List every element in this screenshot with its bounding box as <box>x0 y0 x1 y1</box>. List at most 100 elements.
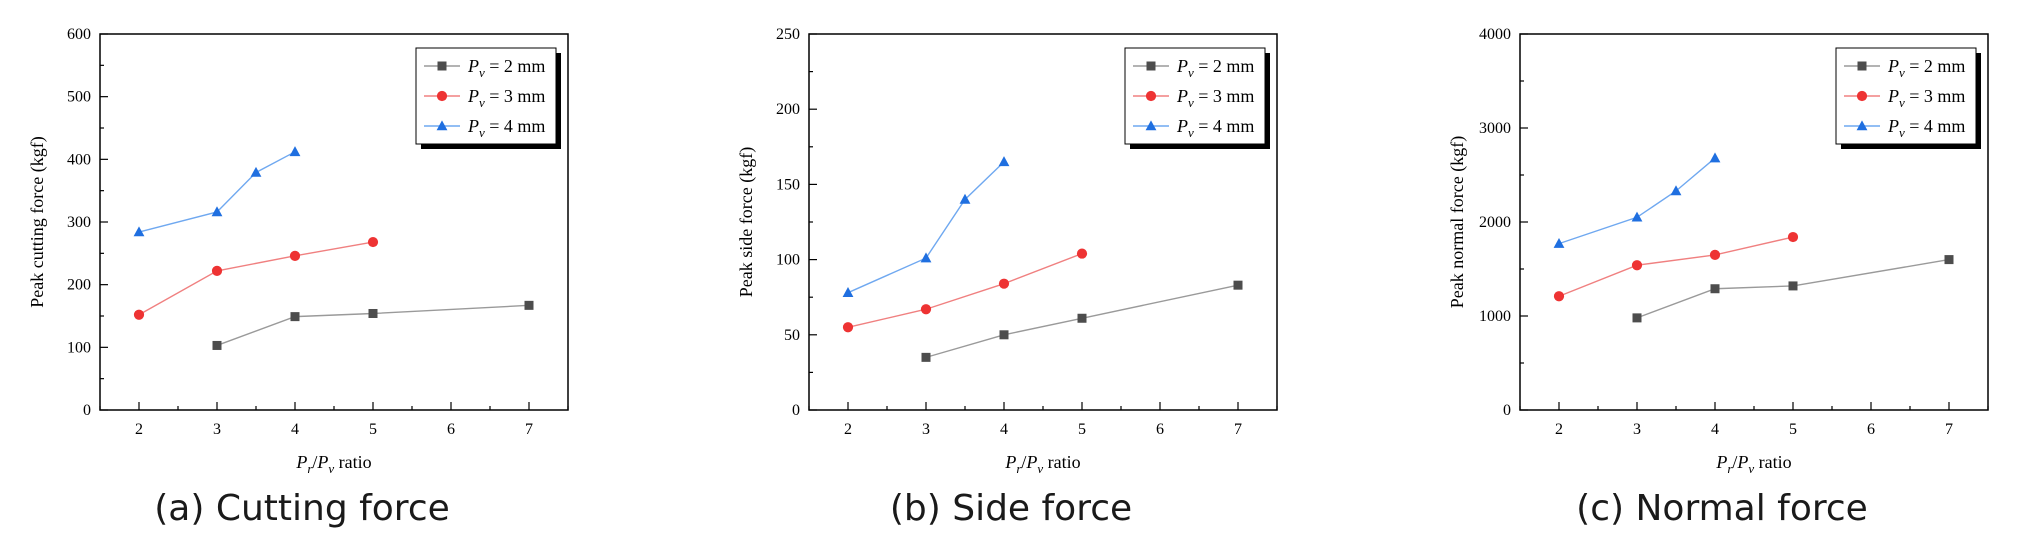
y-tick-label: 150 <box>776 176 800 193</box>
x-tick-label: 5 <box>1789 421 1797 438</box>
x-tick-label: 7 <box>1234 421 1242 438</box>
data-point <box>998 156 1010 167</box>
data-point <box>133 309 145 320</box>
y-tick-label: 0 <box>83 402 91 419</box>
data-point <box>290 312 300 322</box>
data-point <box>1076 248 1088 259</box>
data-point <box>368 308 378 318</box>
y-axis-label: Peak cutting force (kgf) <box>27 136 48 307</box>
data-point <box>211 206 223 217</box>
y-tick-label: 300 <box>67 214 91 231</box>
data-point <box>1146 61 1156 71</box>
data-point <box>1631 211 1643 222</box>
panel-caption: (a) Cutting force <box>154 488 450 529</box>
data-point <box>1553 291 1565 302</box>
data-point <box>250 166 262 177</box>
y-tick-label: 0 <box>1503 402 1511 419</box>
y-tick-label: 4000 <box>1479 26 1511 43</box>
series-3 <box>842 156 1010 297</box>
legend-label: Pv = 3 mm <box>467 86 545 110</box>
data-point <box>1709 152 1721 163</box>
y-tick-label: 250 <box>776 26 800 43</box>
series-line <box>847 161 1005 294</box>
legend-label: Pv = 4 mm <box>1887 116 1965 140</box>
legend: Pv = 2 mm Pv = 3 mm Pv = 4 mm <box>1124 47 1270 149</box>
data-point <box>1857 61 1867 71</box>
series-1 <box>921 280 1243 362</box>
x-tick-label: 7 <box>1945 421 1953 438</box>
data-point <box>1632 313 1642 323</box>
data-point <box>920 252 932 263</box>
series-line <box>925 284 1239 359</box>
y-axis-label: Peak normal force (kgf) <box>1447 136 1468 308</box>
legend-label: Pv = 2 mm <box>1887 56 1965 80</box>
legend-label: Pv = 3 mm <box>1887 86 1965 110</box>
data-point <box>1788 281 1798 291</box>
legend-item: Pv = 3 mm <box>424 86 545 110</box>
series-2 <box>1553 231 1799 302</box>
legend: Pv = 2 mm Pv = 3 mm Pv = 4 mm <box>1835 47 1981 149</box>
panel-caption: (b) Side force <box>890 488 1132 529</box>
legend-item: Pv = 3 mm <box>1844 86 1965 110</box>
x-tick-label: 5 <box>369 421 377 438</box>
chart-panel-b: 0 50 100 150 200 250 2 3 4 5 6 7 Peak side force (kg… <box>736 26 1278 529</box>
data-point <box>1077 313 1087 323</box>
data-point <box>1944 255 1954 265</box>
series-2 <box>133 236 379 320</box>
data-point <box>1856 120 1868 131</box>
y-tick-label: 600 <box>67 26 91 43</box>
x-tick-label: 3 <box>213 421 221 438</box>
y-axis-label: Peak side force (kgf) <box>736 147 757 297</box>
x-tick-label: 2 <box>844 421 852 438</box>
data-point <box>1631 260 1643 271</box>
data-point <box>1233 280 1243 290</box>
x-axis-label: Pr/Pv ratio <box>295 452 371 476</box>
series-line <box>847 252 1083 328</box>
y-tick-label: 3000 <box>1479 120 1511 137</box>
x-tick-label: 2 <box>1555 421 1563 438</box>
series-line <box>1636 258 1950 319</box>
legend-item: Pv = 4 mm <box>424 116 545 140</box>
legend-item: Pv = 4 mm <box>1844 116 1965 140</box>
legend-item: Pv = 2 mm <box>1844 56 1965 80</box>
y-tick-label: 1000 <box>1479 308 1511 325</box>
x-tick-label: 4 <box>1711 421 1719 438</box>
legend-item: Pv = 2 mm <box>424 56 545 80</box>
data-point <box>524 300 534 310</box>
x-tick-label: 7 <box>525 421 533 438</box>
chart-panel-a: 0 100 200 300 400 500 600 2 3 4 5 6 7 Peak cutting fo… <box>27 26 569 529</box>
y-tick-label: 100 <box>67 339 91 356</box>
data-point <box>436 90 448 102</box>
legend-label: Pv = 2 mm <box>467 56 545 80</box>
data-point <box>289 146 301 157</box>
x-tick-label: 6 <box>447 421 455 438</box>
series-1 <box>212 300 534 350</box>
data-point <box>211 265 223 276</box>
data-point <box>1145 90 1157 102</box>
series-line <box>216 304 530 347</box>
data-point <box>212 340 222 350</box>
x-axis-label: Pr/Pv ratio <box>1004 452 1080 476</box>
data-point <box>921 352 931 362</box>
series-1 <box>1632 255 1954 323</box>
x-axis-label: Pr/Pv ratio <box>1715 452 1791 476</box>
data-point <box>920 304 932 315</box>
data-point <box>367 236 379 248</box>
x-tick-label: 3 <box>1633 421 1641 438</box>
y-tick-label: 200 <box>67 277 91 294</box>
x-tick-label: 5 <box>1078 421 1086 438</box>
y-tick-label: 200 <box>776 101 800 118</box>
legend-label: Pv = 4 mm <box>1176 116 1254 140</box>
series-line <box>1558 236 1794 297</box>
series-line <box>138 151 296 233</box>
series-3 <box>133 146 301 237</box>
x-tick-label: 2 <box>135 421 143 438</box>
data-point <box>999 330 1009 340</box>
data-point <box>133 226 145 237</box>
data-point <box>1710 284 1720 294</box>
y-tick-label: 100 <box>776 252 800 269</box>
x-tick-label: 4 <box>291 421 299 438</box>
data-point <box>1856 90 1868 102</box>
legend-item: Pv = 2 mm <box>1133 56 1254 80</box>
